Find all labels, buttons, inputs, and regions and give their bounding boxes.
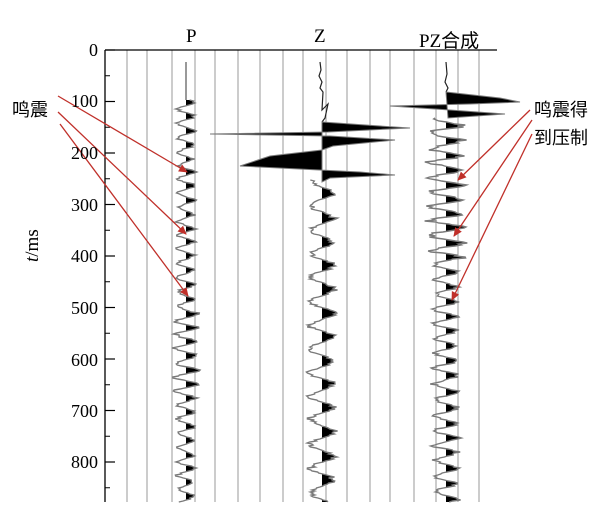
trace-z-arrival-1 [209, 121, 411, 151]
trace-z-wiggle [304, 179, 341, 503]
trace-p-wiggle [170, 99, 202, 503]
y-axis-label-unit: /ms [22, 229, 43, 257]
y-tick-label: 200 [71, 143, 98, 163]
y-tick-label: 600 [71, 350, 98, 370]
annotation-arrow [57, 111, 187, 235]
y-tick-label: 300 [71, 195, 98, 215]
annotation-arrow [451, 133, 533, 301]
trace-pz-wiggle [424, 117, 470, 503]
trace-z-arrival-2 [239, 149, 396, 183]
trace-pz-quiet [444, 61, 449, 93]
y-tick-label: 800 [71, 452, 98, 472]
trace-label-p: P [186, 26, 197, 47]
trace-z-fill [322, 188, 338, 502]
annotation-arrow [457, 109, 531, 181]
trace-pz-arrival [389, 91, 521, 119]
annotation-arrows [57, 95, 533, 301]
y-axis [104, 49, 497, 502]
trace-label-z: Z [314, 26, 326, 47]
y-tick-label: 400 [71, 246, 98, 266]
annotation-suppressed-line1: 鸣震得 [534, 100, 588, 121]
annotation-arrow [59, 123, 189, 297]
annotation-ringing: 鸣震 [12, 100, 48, 121]
y-axis-label-var: t [22, 256, 43, 262]
annotation-arrow [57, 95, 188, 173]
y-tick-label: 500 [71, 298, 98, 318]
trace-label-pz: PZ合成 [419, 31, 480, 52]
y-tick-label: 0 [89, 40, 98, 60]
annotation-suppressed-line2: 到压制 [534, 128, 588, 149]
trace-layer [170, 61, 521, 503]
y-axis-label: t/ms [22, 229, 44, 262]
y-tick-label: 700 [71, 401, 98, 421]
annotation-arrow [453, 119, 533, 237]
trace-pz-fill [446, 122, 468, 502]
y-tick-label: 100 [71, 91, 98, 111]
trace-z-quiet [318, 61, 330, 123]
